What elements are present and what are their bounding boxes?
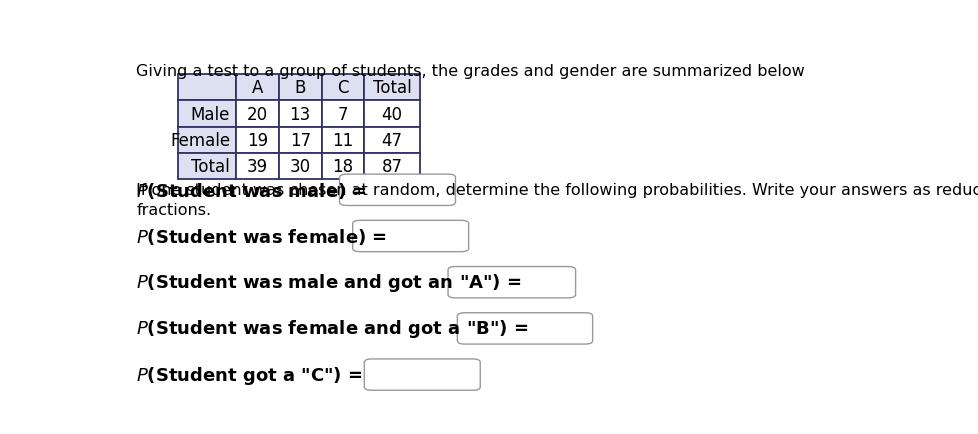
Bar <box>178 75 236 101</box>
Text: 11: 11 <box>332 132 353 149</box>
Text: If one student was chosen at random, determine the following probabilities. Writ: If one student was chosen at random, det… <box>136 183 978 217</box>
FancyBboxPatch shape <box>448 267 575 298</box>
Text: A: A <box>251 79 263 97</box>
Bar <box>178 127 236 154</box>
Text: Male: Male <box>191 105 230 123</box>
Text: $\mathit{P}$(Student was female and got a "B") =: $\mathit{P}$(Student was female and got … <box>136 318 528 340</box>
Text: $\mathit{P}$(Student was male and got an "A") =: $\mathit{P}$(Student was male and got an… <box>136 272 521 293</box>
Bar <box>321 101 364 127</box>
Text: Female: Female <box>170 132 230 149</box>
Text: 47: 47 <box>381 132 402 149</box>
Bar <box>178 154 236 180</box>
Text: 19: 19 <box>246 132 268 149</box>
Bar <box>364 101 420 127</box>
Text: 20: 20 <box>246 105 268 123</box>
Text: $\mathit{P}$(Student was male) =: $\mathit{P}$(Student was male) = <box>136 181 367 201</box>
Text: 40: 40 <box>381 105 402 123</box>
Text: C: C <box>336 79 348 97</box>
Bar <box>236 127 279 154</box>
FancyBboxPatch shape <box>352 221 468 252</box>
Bar <box>279 101 321 127</box>
Text: Total: Total <box>373 79 411 97</box>
Text: 13: 13 <box>289 105 311 123</box>
Bar <box>236 154 279 180</box>
Text: $\mathit{P}$(Student got a "C") =: $\mathit{P}$(Student got a "C") = <box>136 364 362 386</box>
Text: 18: 18 <box>332 158 353 175</box>
Text: B: B <box>294 79 305 97</box>
Text: 17: 17 <box>289 132 310 149</box>
Bar <box>178 101 236 127</box>
Text: $\mathit{P}$(Student was female) =: $\mathit{P}$(Student was female) = <box>136 227 387 247</box>
Bar <box>236 101 279 127</box>
Text: 7: 7 <box>337 105 348 123</box>
Bar <box>321 127 364 154</box>
Text: 87: 87 <box>381 158 402 175</box>
Text: Giving a test to a group of students, the grades and gender are summarized below: Giving a test to a group of students, th… <box>136 64 804 79</box>
Bar <box>279 154 321 180</box>
Bar <box>364 127 420 154</box>
Text: Total: Total <box>191 158 230 175</box>
Bar <box>321 154 364 180</box>
FancyBboxPatch shape <box>457 313 592 344</box>
Text: 30: 30 <box>289 158 310 175</box>
FancyBboxPatch shape <box>339 175 455 206</box>
Bar <box>236 75 279 101</box>
Bar <box>279 127 321 154</box>
Text: 39: 39 <box>246 158 268 175</box>
Bar <box>321 75 364 101</box>
Bar <box>279 75 321 101</box>
FancyBboxPatch shape <box>364 359 480 390</box>
Bar <box>364 75 420 101</box>
Bar <box>364 154 420 180</box>
